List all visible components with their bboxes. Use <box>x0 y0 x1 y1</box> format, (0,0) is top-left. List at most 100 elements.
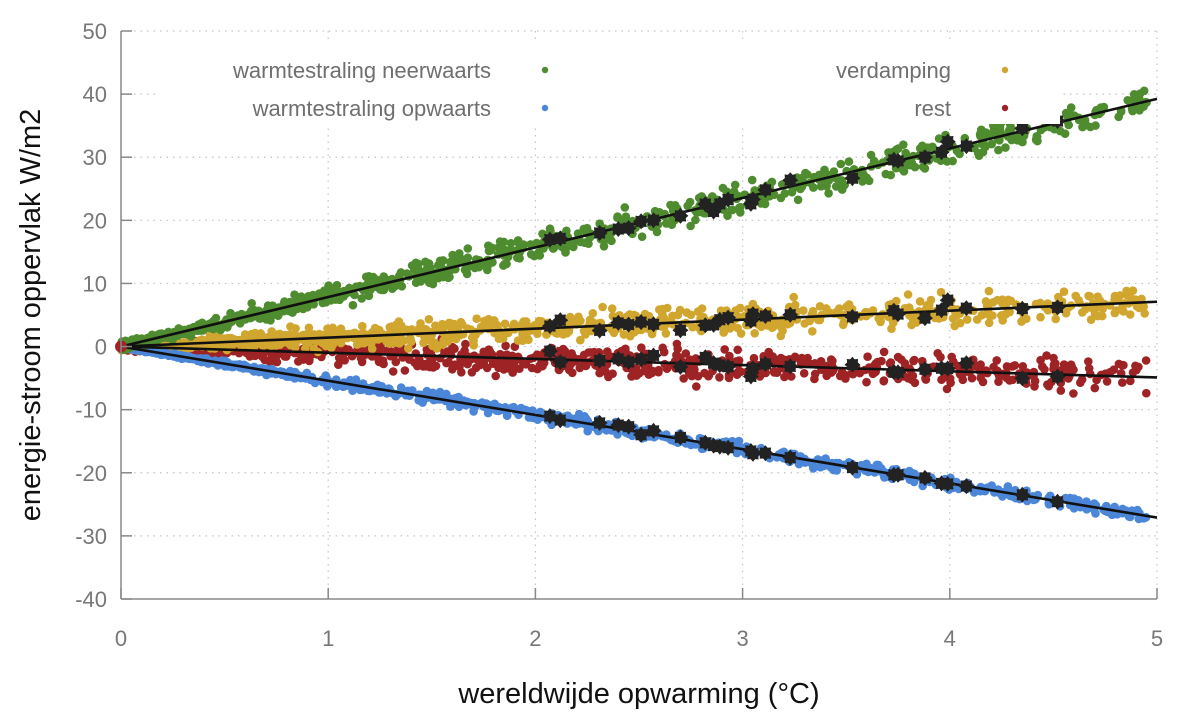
highlight-marker <box>672 207 689 224</box>
data-point <box>497 334 507 343</box>
data-point <box>588 309 598 318</box>
data-point <box>747 175 757 185</box>
data-point <box>211 313 221 323</box>
data-point <box>1074 295 1083 305</box>
data-point <box>507 361 516 371</box>
data-point <box>691 215 700 225</box>
data-point <box>1134 514 1144 524</box>
highlight-marker <box>541 318 558 335</box>
data-point <box>340 356 350 365</box>
highlight-marker <box>958 355 975 372</box>
data-point <box>1042 351 1051 360</box>
data-point <box>648 366 657 376</box>
data-point <box>424 315 434 324</box>
data-point <box>367 344 377 354</box>
legend-marker <box>541 66 549 74</box>
data-point <box>348 300 358 310</box>
highlight-marker <box>757 308 774 324</box>
highlight-marker <box>939 292 956 309</box>
data-point <box>607 304 617 313</box>
highlight-marker <box>1014 370 1031 387</box>
data-point <box>1097 311 1107 321</box>
data-point <box>310 378 320 388</box>
data-point <box>1044 381 1053 391</box>
data-point <box>433 272 442 281</box>
data-point <box>476 322 486 332</box>
data-point <box>448 365 457 374</box>
data-point <box>989 126 998 136</box>
data-point <box>1139 86 1149 96</box>
highlight-marker <box>620 316 637 333</box>
data-point <box>879 347 889 357</box>
data-point <box>620 203 630 212</box>
data-point <box>1129 90 1139 99</box>
data-point <box>984 286 994 296</box>
data-point <box>576 335 585 345</box>
data-points <box>116 86 1151 524</box>
data-point <box>1112 306 1121 315</box>
data-point <box>844 157 854 166</box>
data-point <box>809 183 818 192</box>
y-tick-label: 0 <box>95 335 107 360</box>
data-point <box>978 377 988 387</box>
data-point <box>502 259 511 269</box>
data-point <box>276 339 286 348</box>
data-point <box>909 356 918 366</box>
highlight-marker <box>645 316 662 333</box>
highlight-marker <box>844 459 861 476</box>
data-point <box>328 340 338 349</box>
highlight-marker <box>1049 368 1066 385</box>
highlight-marker <box>672 429 689 446</box>
data-point <box>584 239 593 248</box>
data-point <box>533 329 542 339</box>
data-point <box>1002 362 1012 371</box>
data-point <box>661 329 671 338</box>
data-point <box>969 488 979 497</box>
data-point <box>1102 377 1112 386</box>
y-tick-label: -40 <box>75 587 107 612</box>
highlight-marker <box>782 449 799 466</box>
data-point <box>1059 287 1069 297</box>
data-point <box>566 360 576 369</box>
data-point <box>822 371 831 381</box>
data-point <box>467 368 477 377</box>
data-point <box>899 167 909 176</box>
data-point <box>955 318 965 328</box>
data-point <box>625 310 634 319</box>
highlight-marker <box>933 144 950 161</box>
data-point <box>797 353 807 363</box>
data-point <box>430 338 439 348</box>
data-point <box>903 290 913 299</box>
data-point <box>469 407 478 416</box>
data-point <box>245 352 255 361</box>
highlight-marker <box>916 310 933 327</box>
data-point <box>685 197 695 207</box>
data-point <box>655 305 664 314</box>
data-point <box>692 382 701 391</box>
data-point <box>576 316 585 326</box>
data-point <box>723 211 732 220</box>
data-point <box>1060 129 1070 138</box>
highlight-marker <box>745 360 761 377</box>
data-point <box>357 357 367 367</box>
x-tick-labels: 0 1 2 3 4 5 <box>115 626 1163 651</box>
highlight-marker <box>591 414 608 431</box>
data-point <box>1001 143 1010 152</box>
data-point <box>561 246 570 255</box>
data-point <box>428 279 438 289</box>
data-point <box>910 378 920 388</box>
data-point <box>776 193 786 203</box>
data-point <box>416 275 426 284</box>
data-point <box>1051 314 1060 324</box>
data-point <box>567 349 576 358</box>
legend-label: verdamping <box>836 58 951 83</box>
data-point <box>375 325 384 335</box>
legend-label: warmtestraling opwaarts <box>252 96 491 121</box>
data-point <box>332 280 342 290</box>
data-point <box>463 244 473 253</box>
x-axis-title: wereldwijde opwarming (°C) <box>457 678 819 710</box>
data-point <box>799 369 809 378</box>
data-point <box>554 346 563 356</box>
data-point <box>1078 122 1087 132</box>
